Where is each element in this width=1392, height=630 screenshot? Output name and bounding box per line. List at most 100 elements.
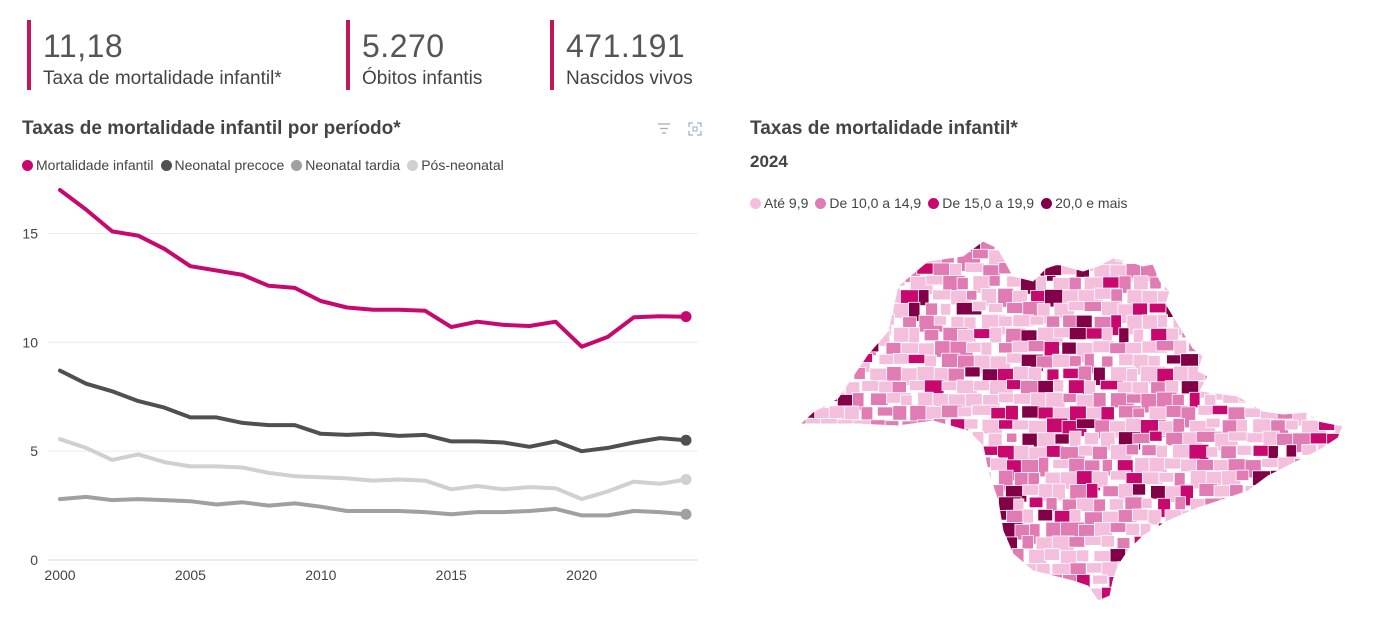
- municipality-region[interactable]: [1285, 237, 1312, 254]
- municipality-region[interactable]: [1243, 326, 1259, 349]
- municipality-region[interactable]: [860, 510, 874, 531]
- municipality-region[interactable]: [1156, 575, 1181, 588]
- municipality-region[interactable]: [1197, 537, 1221, 549]
- municipality-region[interactable]: [948, 445, 961, 463]
- municipality-region[interactable]: [1014, 574, 1028, 594]
- municipality-region[interactable]: [1101, 355, 1114, 368]
- municipality-region[interactable]: [798, 392, 806, 409]
- municipality-region[interactable]: [860, 563, 875, 583]
- municipality-region[interactable]: [1284, 573, 1300, 595]
- municipality-region[interactable]: [803, 341, 821, 354]
- municipality-region[interactable]: [1029, 576, 1051, 594]
- municipality-region[interactable]: [915, 599, 942, 606]
- municipality-region[interactable]: [894, 483, 908, 499]
- municipality-region[interactable]: [1276, 275, 1300, 297]
- municipality-region[interactable]: [829, 432, 843, 452]
- municipality-region[interactable]: [972, 484, 989, 496]
- municipality-region[interactable]: [1268, 550, 1292, 563]
- municipality-region[interactable]: [924, 508, 937, 527]
- municipality-region[interactable]: [1300, 340, 1324, 363]
- municipality-region[interactable]: [1237, 237, 1250, 257]
- municipality-region[interactable]: [1166, 354, 1183, 365]
- municipality-region[interactable]: [1045, 602, 1059, 606]
- map-legend-item[interactable]: De 10,0 a 14,9: [815, 195, 921, 211]
- municipality-region[interactable]: [917, 523, 936, 535]
- municipality-region[interactable]: [964, 418, 979, 430]
- municipality-region[interactable]: [1349, 263, 1358, 282]
- municipality-region[interactable]: [798, 471, 810, 492]
- municipality-region[interactable]: [1333, 445, 1358, 464]
- municipality-region[interactable]: [1325, 303, 1341, 314]
- municipality-region[interactable]: [803, 547, 830, 567]
- municipality-region[interactable]: [1203, 600, 1216, 606]
- municipality-region[interactable]: [909, 510, 927, 527]
- municipality-region[interactable]: [972, 536, 987, 548]
- municipality-region[interactable]: [1212, 302, 1224, 322]
- municipality-region[interactable]: [1197, 587, 1220, 605]
- municipality-region[interactable]: [876, 276, 888, 296]
- municipality-region[interactable]: [884, 548, 908, 560]
- municipality-region[interactable]: [1236, 550, 1261, 563]
- municipality-region[interactable]: [933, 470, 956, 489]
- municipality-region[interactable]: [798, 496, 802, 515]
- municipality-region[interactable]: [1342, 458, 1358, 473]
- municipality-region[interactable]: [1251, 574, 1268, 591]
- municipality-region[interactable]: [811, 430, 825, 451]
- municipality-region[interactable]: [862, 327, 875, 345]
- municipality-region[interactable]: [1259, 274, 1284, 296]
- municipality-region[interactable]: [1252, 470, 1272, 487]
- municipality-region[interactable]: [859, 458, 884, 476]
- municipality-region[interactable]: [1268, 522, 1290, 537]
- municipality-region[interactable]: [1220, 289, 1245, 309]
- municipality-region[interactable]: [1133, 535, 1154, 558]
- municipality-region[interactable]: [1221, 263, 1237, 283]
- municipality-region[interactable]: [1211, 536, 1231, 551]
- municipality-region[interactable]: [1102, 485, 1120, 498]
- municipality-region[interactable]: [799, 301, 817, 322]
- municipality-region[interactable]: [932, 548, 950, 564]
- municipality-region[interactable]: [1205, 263, 1221, 282]
- municipality-region[interactable]: [1196, 509, 1222, 524]
- municipality-region[interactable]: [950, 239, 965, 257]
- municipality-region[interactable]: [988, 534, 1000, 556]
- municipality-region[interactable]: [836, 289, 859, 310]
- municipality-region[interactable]: [1269, 574, 1291, 594]
- choropleth-map-sao-paulo[interactable]: [798, 236, 1358, 606]
- municipality-region[interactable]: [1150, 535, 1170, 550]
- municipality-region[interactable]: [1044, 548, 1060, 561]
- municipality-region[interactable]: [1357, 511, 1358, 521]
- municipality-region[interactable]: [894, 509, 918, 521]
- municipality-region[interactable]: [1052, 483, 1066, 501]
- municipality-region[interactable]: [1148, 249, 1167, 261]
- municipality-region[interactable]: [876, 303, 891, 324]
- municipality-region[interactable]: [1220, 600, 1246, 606]
- municipality-region[interactable]: [1206, 574, 1221, 590]
- municipality-region[interactable]: [1019, 250, 1035, 267]
- municipality-region[interactable]: [908, 432, 928, 446]
- municipality-region[interactable]: [844, 535, 863, 548]
- municipality-region[interactable]: [852, 262, 875, 273]
- municipality-region[interactable]: [997, 603, 1015, 606]
- municipality-region[interactable]: [1254, 368, 1273, 380]
- municipality-region[interactable]: [1294, 535, 1313, 551]
- municipality-region[interactable]: [1357, 433, 1358, 446]
- municipality-region[interactable]: [1332, 342, 1344, 361]
- municipality-region[interactable]: [1302, 315, 1315, 330]
- municipality-region[interactable]: [852, 239, 864, 259]
- municipality-region[interactable]: [1006, 302, 1025, 314]
- municipality-region[interactable]: [948, 548, 960, 560]
- municipality-region[interactable]: [1211, 404, 1229, 415]
- municipality-region[interactable]: [900, 573, 914, 593]
- municipality-region[interactable]: [829, 354, 847, 368]
- municipality-region[interactable]: [948, 471, 965, 493]
- municipality-region[interactable]: [812, 379, 824, 396]
- municipality-region[interactable]: [939, 485, 958, 497]
- municipality-region[interactable]: [1131, 562, 1147, 576]
- municipality-region[interactable]: [798, 316, 802, 329]
- municipality-region[interactable]: [804, 445, 821, 463]
- municipality-region[interactable]: [939, 589, 964, 606]
- municipality-region[interactable]: [885, 444, 900, 460]
- municipality-region[interactable]: [949, 600, 968, 606]
- municipality-region[interactable]: [886, 366, 902, 382]
- municipality-region[interactable]: [1093, 366, 1106, 386]
